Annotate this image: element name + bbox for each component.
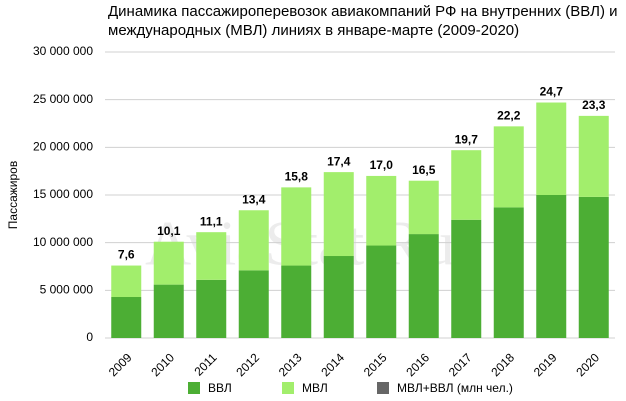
total-label: 13,4 — [242, 192, 266, 206]
legend-swatch — [377, 382, 389, 394]
y-tick-label: 30 000 000 — [33, 44, 93, 58]
legend-swatch — [282, 382, 294, 394]
x-tick-label: 2009 — [106, 350, 135, 379]
bar-segment — [366, 175, 397, 246]
bar-segment — [451, 219, 482, 338]
total-label: 23,3 — [582, 98, 606, 112]
x-tick-label: 2012 — [233, 350, 262, 379]
total-label: 24,7 — [540, 85, 564, 99]
x-tick-label: 2011 — [191, 350, 219, 378]
bar-segment — [111, 297, 142, 338]
bar-segment — [281, 265, 312, 338]
total-label: 7,6 — [118, 248, 135, 262]
y-tick-label: 25 000 000 — [33, 92, 93, 106]
x-tick-label: 2018 — [488, 350, 517, 379]
total-label: 10,1 — [157, 224, 181, 238]
bar-segment — [536, 195, 567, 338]
x-tick-label: 2015 — [361, 350, 390, 379]
bar-segment — [323, 172, 354, 257]
y-axis-label: Пассажиров — [6, 161, 20, 229]
bar-segment — [578, 196, 609, 338]
total-label: 15,8 — [285, 170, 309, 184]
x-tick-label: 2010 — [148, 350, 177, 379]
bar-segment — [493, 126, 524, 208]
y-tick-label: 0 — [86, 330, 93, 344]
grid — [105, 51, 615, 339]
legend-label: МВЛ — [302, 381, 328, 395]
x-tick-label: 2019 — [531, 350, 560, 379]
bar-segment — [536, 102, 567, 195]
legend-swatch — [188, 382, 200, 394]
legend-label: МВЛ+ВВЛ (млн чел.) — [397, 381, 513, 395]
bar-segment — [153, 241, 184, 285]
total-label: 11,1 — [200, 214, 223, 228]
x-tick-label: 2013 — [276, 350, 305, 379]
x-tick-label: 2016 — [403, 350, 432, 379]
x-tick-label: 2014 — [318, 350, 347, 379]
bar-segment — [196, 279, 227, 338]
chart-title: Динамика пассажироперевозок авиакомпаний… — [108, 3, 618, 39]
bar-segment — [408, 180, 439, 235]
y-tick-label: 5 000 000 — [40, 283, 94, 297]
legend-label: ВВЛ — [208, 381, 232, 395]
bar-segment — [153, 284, 184, 338]
total-label: 19,7 — [455, 132, 479, 146]
bar-segment — [238, 210, 269, 271]
bar-segment — [578, 115, 609, 197]
bar-segment — [451, 150, 482, 220]
bar-segment — [238, 270, 269, 338]
bar-segment — [111, 265, 142, 298]
bar-segment — [366, 245, 397, 338]
bar-segment — [281, 187, 312, 266]
total-label: 17,4 — [327, 154, 351, 168]
y-tick-label: 20 000 000 — [33, 140, 93, 154]
bar-segment — [408, 234, 439, 338]
bar-segment — [323, 256, 354, 338]
total-label: 17,0 — [370, 158, 394, 172]
bar-segment — [493, 207, 524, 338]
x-tick-label: 2017 — [446, 350, 475, 379]
total-label: 22,2 — [497, 109, 521, 123]
total-label: 16,5 — [412, 163, 436, 177]
y-tick-label: 15 000 000 — [33, 187, 93, 201]
x-tick-label: 2020 — [573, 350, 602, 379]
bar-segment — [196, 232, 227, 280]
y-tick-label: 10 000 000 — [33, 235, 93, 249]
